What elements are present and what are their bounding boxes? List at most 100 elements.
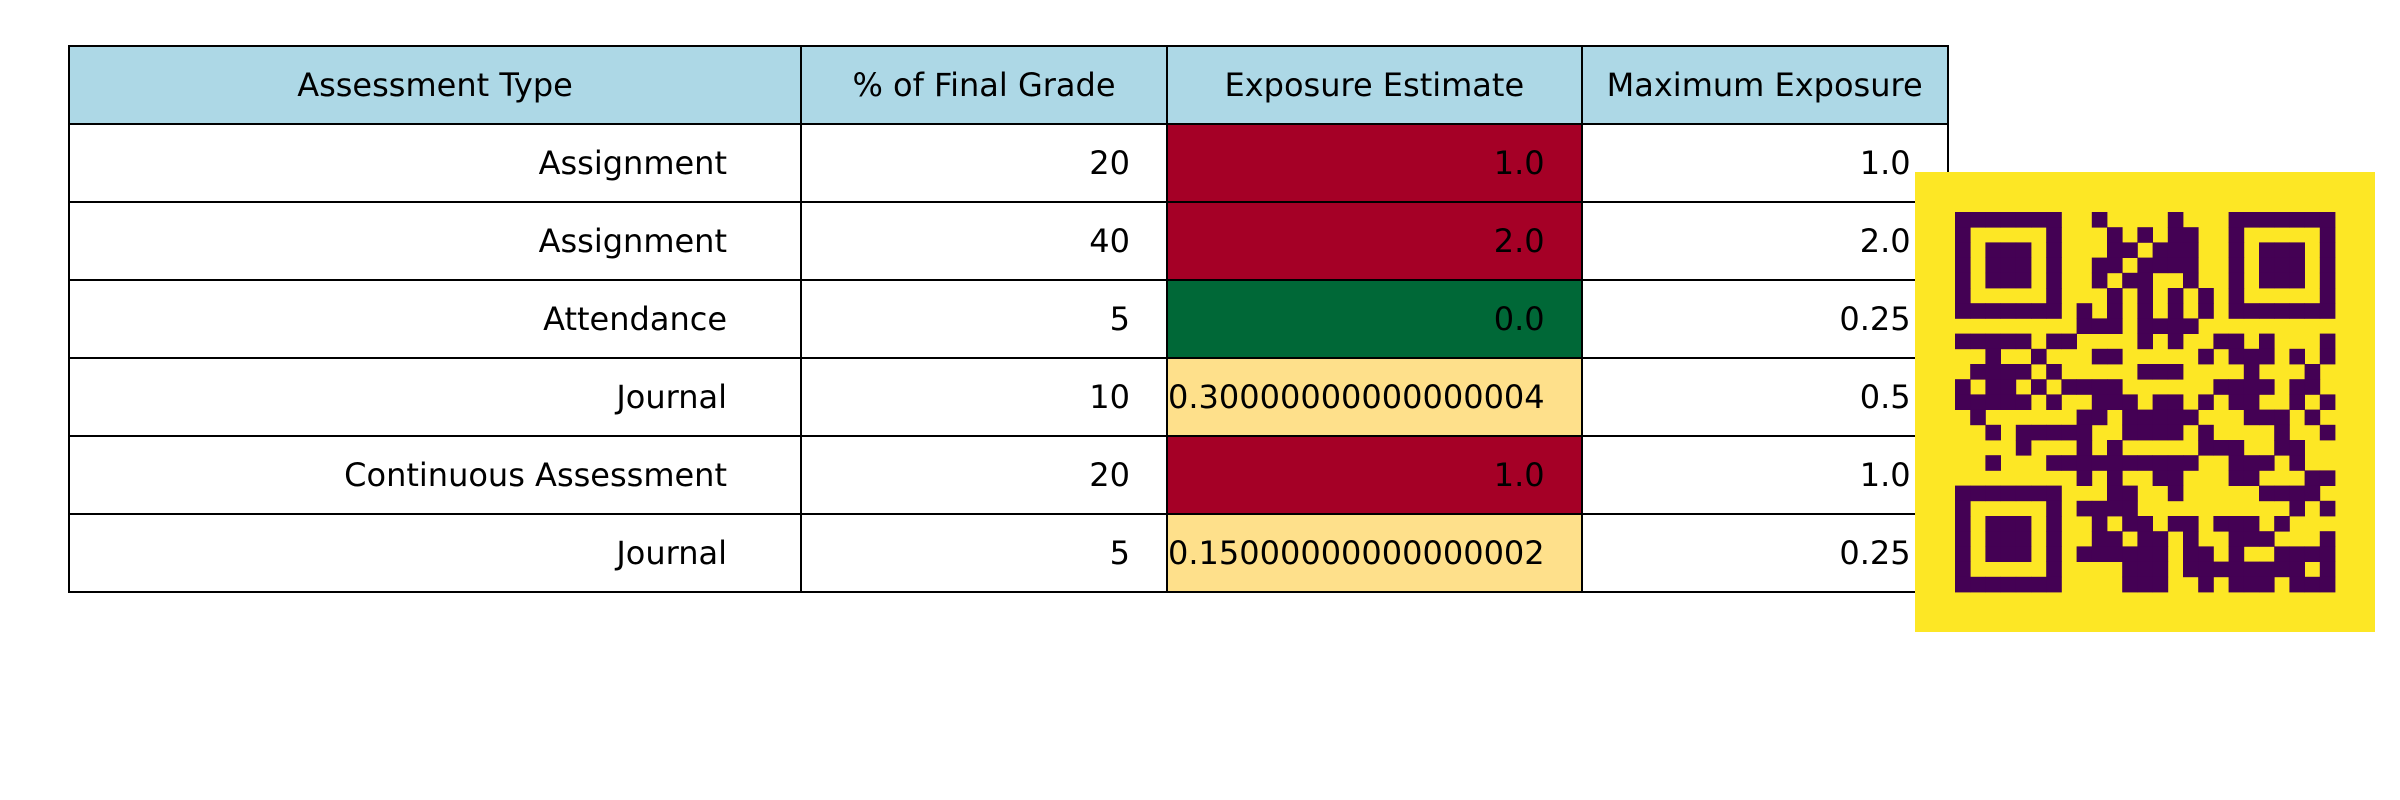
qr-module [1955, 485, 1971, 502]
qr-module [2000, 272, 2017, 289]
qr-module [2228, 242, 2245, 258]
qr-module [2243, 531, 2260, 547]
qr-module [2198, 576, 2214, 593]
qr-module [1985, 394, 2001, 410]
qr-module [2259, 455, 2275, 471]
qr-module [2107, 303, 2123, 319]
qr-module [2000, 333, 2017, 350]
maximum-exposure-cell: 0.25 [1580, 279, 1949, 359]
qr-module [2183, 561, 2199, 578]
qr-module [2091, 546, 2108, 562]
qr-module [2243, 455, 2260, 471]
qr-module [2274, 516, 2290, 532]
qr-module [2122, 242, 2138, 258]
qr-module [2091, 394, 2108, 410]
qr-module [2259, 531, 2275, 547]
qr-module [2091, 257, 2108, 274]
qr-module [2259, 212, 2275, 228]
qr-module [1955, 227, 1971, 243]
qr-module [2259, 576, 2275, 593]
qr-module [2107, 318, 2123, 334]
qr-module [2076, 409, 2093, 426]
qr-module [2167, 516, 2184, 532]
qr-module [2000, 485, 2017, 502]
percent-final-grade-cell: 5 [800, 279, 1168, 359]
qr-module [2015, 212, 2032, 228]
qr-module [2122, 455, 2138, 471]
qr-module [2061, 379, 2077, 395]
qr-module [2107, 288, 2123, 304]
qr-module [2015, 394, 2032, 410]
qr-module [2152, 257, 2169, 274]
assessment-type-cell: Continuous Assessment [68, 435, 802, 515]
qr-module [2000, 516, 2017, 532]
qr-module [1985, 242, 2001, 258]
qr-module [2046, 516, 2062, 532]
qr-module [2289, 440, 2305, 456]
qr-module [2046, 333, 2062, 350]
assessment-type-cell: Journal [68, 357, 802, 437]
qr-module [2091, 531, 2108, 547]
qr-module [2228, 288, 2245, 304]
qr-module [2015, 546, 2032, 562]
qr-module [2000, 531, 2017, 547]
qr-module [2107, 394, 2123, 410]
qr-module [2061, 424, 2077, 441]
qr-module [2243, 394, 2260, 410]
qr-module [2289, 242, 2305, 258]
qr-module [1955, 272, 1971, 289]
qr-module [2243, 561, 2260, 578]
table-body: Assignment 20 1.0 1.0 Assignment 40 2.0 2.0 Atte… [68, 123, 1949, 593]
qr-module [2137, 576, 2153, 593]
qr-module [2243, 576, 2260, 593]
qr-module [1985, 257, 2001, 274]
qr-module [2304, 576, 2321, 593]
qr-module [2289, 576, 2305, 593]
qr-module [2274, 424, 2290, 441]
qr-module [2319, 500, 2336, 517]
qr-module [2152, 318, 2169, 334]
qr-module [2289, 348, 2305, 365]
qr-module [2228, 455, 2245, 471]
exposure-estimate-cell: 1.0 [1166, 123, 1583, 203]
qr-module [2228, 470, 2245, 486]
qr-module [2152, 364, 2169, 380]
qr-module [2107, 485, 2123, 502]
maximum-exposure-cell: 2.0 [1580, 201, 1949, 281]
qr-module [2259, 333, 2275, 350]
qr-module [2228, 348, 2245, 365]
qr-module [2289, 561, 2305, 578]
qr-module [2122, 516, 2138, 532]
qr-module [2167, 257, 2184, 274]
qr-module [2076, 500, 2093, 517]
qr-module [2000, 212, 2017, 228]
qr-code-icon [1915, 172, 2375, 632]
qr-module [2137, 303, 2153, 319]
qr-module [2228, 212, 2245, 228]
qr-module [2046, 227, 2062, 243]
qr-module [1955, 333, 1971, 350]
qr-module [2228, 257, 2245, 274]
qr-module [1970, 303, 1986, 319]
qr-module [2289, 257, 2305, 274]
qr-module [1985, 516, 2001, 532]
qr-module [2015, 576, 2032, 593]
qr-module [2289, 394, 2305, 410]
qr-module [1985, 303, 2001, 319]
qr-module [2137, 364, 2153, 380]
qr-module [2167, 470, 2184, 486]
qr-module [2122, 546, 2138, 562]
qr-module [1985, 272, 2001, 289]
qr-module [2243, 516, 2260, 532]
qr-module [2304, 379, 2321, 395]
qr-module [2015, 440, 2032, 456]
qr-module [2243, 470, 2260, 486]
qr-module [2091, 272, 2108, 289]
qr-module [2228, 531, 2245, 547]
qr-module [2259, 379, 2275, 395]
qr-module [2091, 455, 2108, 471]
qr-module [2076, 440, 2093, 456]
table-row: Journal 10 0.30000000000000004 0.5 [68, 357, 1949, 437]
assessment-type-cell: Journal [68, 513, 802, 593]
qr-module [2046, 455, 2062, 471]
